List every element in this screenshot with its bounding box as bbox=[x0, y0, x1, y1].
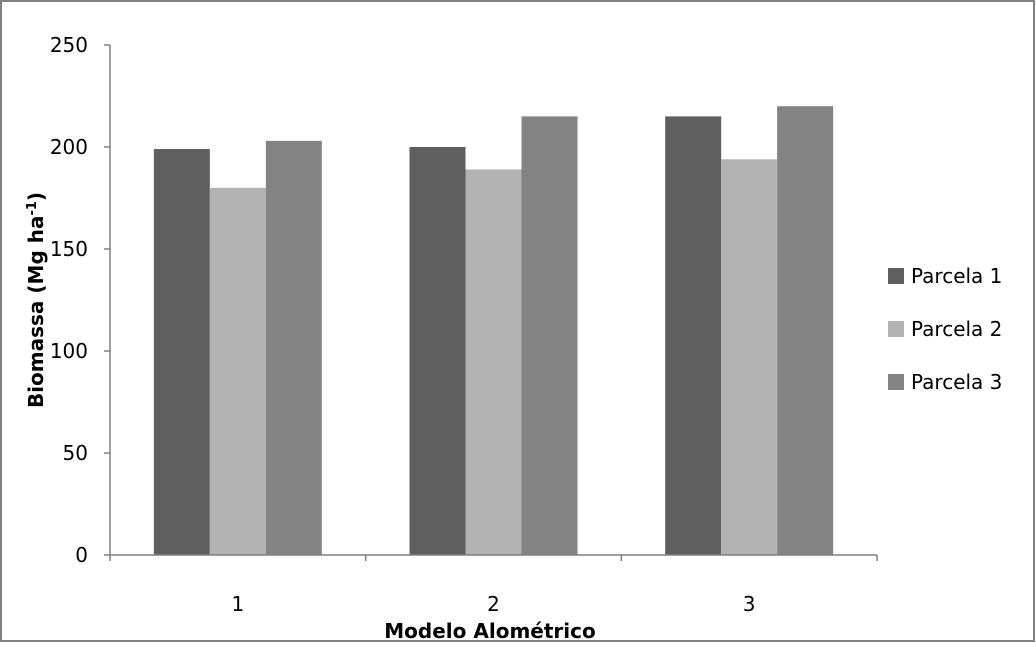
bar-parcela-2-modelo-2 bbox=[465, 169, 522, 555]
bar-parcela-1-modelo-3 bbox=[665, 116, 722, 556]
y-tick-label: 100 bbox=[50, 339, 88, 363]
y-tick-label: 250 bbox=[50, 33, 88, 57]
y-axis-title-main: Biomassa (Mg ha bbox=[24, 216, 48, 409]
legend-swatch bbox=[888, 321, 904, 337]
x-tick-label: 3 bbox=[743, 592, 756, 616]
bar-parcela-1-modelo-2 bbox=[409, 147, 466, 555]
bar-parcela-2-modelo-3 bbox=[721, 159, 778, 556]
legend-label: Parcela 1 bbox=[911, 264, 1002, 288]
y-tick-label: 50 bbox=[63, 441, 88, 465]
bars-layer bbox=[153, 106, 834, 556]
y-tick-label: 150 bbox=[50, 237, 88, 261]
bar-parcela-3-modelo-1 bbox=[265, 140, 322, 555]
legend-label: Parcela 3 bbox=[911, 370, 1002, 394]
y-axis-title: Biomassa (Mg ha-1) bbox=[24, 192, 48, 408]
bar-parcela-1-modelo-1 bbox=[153, 149, 210, 556]
x-tick-label: 1 bbox=[231, 592, 244, 616]
legend: Parcela 1 Parcela 2 Parcela 3 bbox=[888, 264, 1002, 394]
y-ticks-layer: 0 50 100 150 200 250 bbox=[50, 33, 110, 567]
legend-swatch bbox=[888, 268, 904, 284]
y-axis-title-superscript: -1 bbox=[25, 201, 40, 215]
bar-parcela-3-modelo-3 bbox=[777, 106, 834, 555]
y-tick-label: 0 bbox=[75, 543, 88, 567]
y-tick-label: 200 bbox=[50, 135, 88, 159]
legend-label: Parcela 2 bbox=[911, 317, 1002, 341]
legend-swatch bbox=[888, 374, 904, 390]
x-axis-title: Modelo Alométrico bbox=[384, 619, 595, 643]
bar-parcela-3-modelo-2 bbox=[521, 116, 578, 556]
y-axis-title-close: ) bbox=[24, 192, 48, 201]
bar-parcela-2-modelo-1 bbox=[209, 187, 266, 556]
x-ticks-layer: 1 2 3 bbox=[109, 555, 878, 616]
x-tick-label: 2 bbox=[487, 592, 500, 616]
